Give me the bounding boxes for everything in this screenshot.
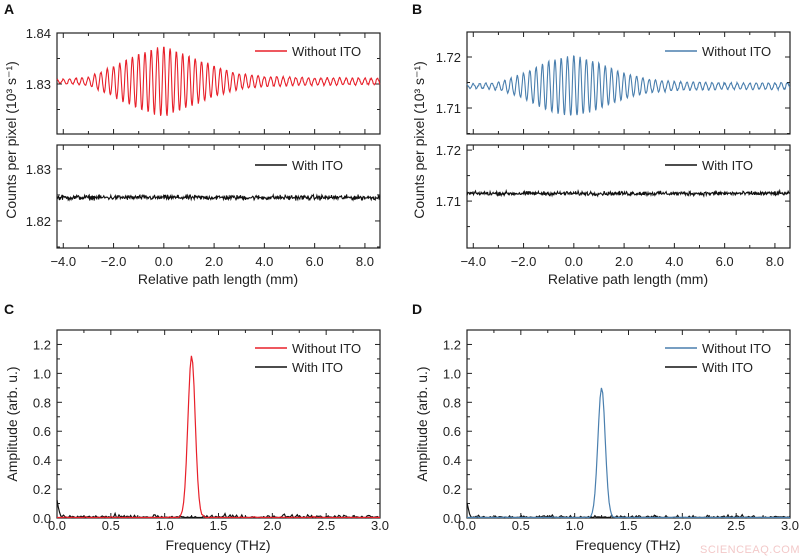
y-tick-label: 0.2 [443,482,461,497]
x-tick-label: 8.0 [356,254,374,269]
plot-frame-c [56,329,381,519]
y-tick-label: 1.0 [33,366,51,381]
panel-label-b: B [412,1,422,17]
legend-label: Without ITO [702,341,771,356]
watermark: SCIENCEAQ.COM [700,544,800,556]
x-tick-label: 2.0 [263,518,281,533]
y-tick-label: 1.72 [436,143,461,158]
x-axis-label: Relative path length (mm) [138,271,298,287]
x-tick-label: −2.0 [511,254,537,269]
series-line-with-ito [466,188,791,198]
legend-label: Without ITO [292,341,361,356]
y-tick-label: 1.72 [436,50,461,65]
series-line-without-ito [57,355,381,519]
y-tick-label: 1.84 [26,26,51,41]
x-tick-label: 2.0 [673,518,691,533]
y-tick-label: 0.0 [443,511,461,526]
legend-label: With ITO [292,360,343,375]
y-tick-label: 0.8 [33,395,51,410]
series-line-without-ito [466,55,791,116]
x-tick-label: 1.0 [566,518,584,533]
x-tick-label: −4.0 [50,254,76,269]
y-tick-label: 0.4 [33,453,51,468]
x-tick-label: −2.0 [101,254,127,269]
y-tick-label: 0.6 [443,424,461,439]
panel-label-a: A [4,1,14,17]
x-axis-label: Frequency (THz) [165,537,270,553]
x-tick-label: 0.0 [565,254,583,269]
y-tick-label: 0.6 [33,424,51,439]
y-tick-label: 1.71 [436,194,461,209]
x-tick-label: 2.0 [205,254,223,269]
legend-label: With ITO [702,158,753,173]
series-line-with-ito [56,193,381,202]
y-tick-label: 0.0 [33,511,51,526]
y-tick-label: 1.2 [33,337,51,352]
x-tick-label: −4.0 [460,254,486,269]
x-tick-label: 2.5 [727,518,745,533]
y-axis-label: Counts per pixel (10³ s⁻¹) [411,61,427,219]
x-tick-label: 1.0 [156,518,174,533]
y-tick-label: 1.83 [26,162,51,177]
x-tick-label: 3.0 [781,518,799,533]
legend-label: With ITO [292,158,343,173]
x-tick-label: 6.0 [306,254,324,269]
y-tick-label: 0.4 [443,453,461,468]
x-tick-label: 8.0 [766,254,784,269]
y-axis-label: Amplitude (arb. u.) [4,366,20,481]
x-tick-label: 4.0 [665,254,683,269]
panel-label-d: D [412,301,422,317]
y-axis-label: Counts per pixel (10³ s⁻¹) [3,61,19,219]
y-tick-label: 1.0 [443,366,461,381]
x-tick-label: 0.0 [458,518,476,533]
series-line-without-ito [56,46,381,116]
x-tick-label: 1.5 [619,518,637,533]
y-tick-label: 0.2 [33,482,51,497]
legend-label: Without ITO [292,44,361,59]
y-tick-label: 1.71 [436,101,461,116]
plot-frame-b-bottom [466,144,791,249]
x-axis-label: Frequency (THz) [575,537,680,553]
x-tick-label: 0.0 [48,518,66,533]
y-tick-label: 1.82 [26,214,51,229]
plot-frame-b-top [466,31,791,135]
x-tick-label: 2.5 [317,518,335,533]
panel-label-c: C [4,301,14,317]
x-tick-label: 2.0 [615,254,633,269]
y-tick-label: 1.2 [443,337,461,352]
x-tick-label: 4.0 [255,254,273,269]
x-tick-label: 0.0 [155,254,173,269]
y-tick-label: 1.83 [26,77,51,92]
x-tick-label: 0.5 [102,518,120,533]
x-axis-label: Relative path length (mm) [548,271,708,287]
plot-frame-d [466,329,791,519]
y-axis-label: Amplitude (arb. u.) [414,366,430,481]
x-tick-label: 6.0 [716,254,734,269]
series-line-without-ito [466,387,791,519]
x-tick-label: 3.0 [371,518,389,533]
x-tick-label: 1.5 [209,518,227,533]
y-tick-label: 0.8 [443,395,461,410]
legend-label: Without ITO [702,44,771,59]
x-tick-label: 0.5 [512,518,530,533]
legend-label: With ITO [702,360,753,375]
